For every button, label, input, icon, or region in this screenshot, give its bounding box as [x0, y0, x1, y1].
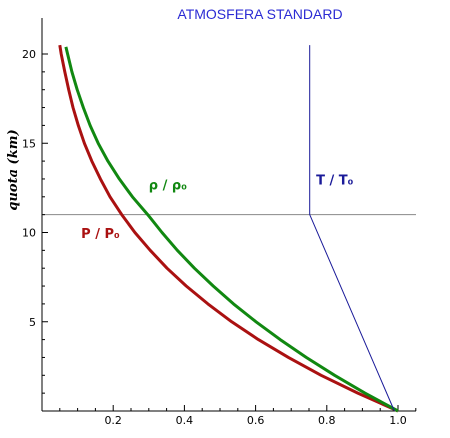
chart-title: ATMOSFERA STANDARD [177, 6, 342, 22]
curve-labels: P / P₀ ρ / ρ₀ T / T₀ [81, 173, 353, 242]
series-line-pressure [58, 44, 399, 413]
label-pressure: P / P₀ [81, 227, 120, 242]
axes [41, 18, 416, 412]
y-tick-label: 20 [22, 48, 36, 61]
series-group [58, 44, 399, 413]
y-tick-label: 15 [22, 137, 36, 150]
x-tick-label: 0.4 [176, 414, 194, 427]
x-tick-label: 0.6 [247, 414, 265, 427]
label-density: ρ / ρ₀ [149, 179, 187, 194]
y-tick-label: 5 [29, 316, 36, 329]
label-temperature: T / T₀ [316, 173, 354, 188]
series-line-density [64, 46, 399, 413]
x-tick-label: 0.2 [104, 414, 122, 427]
x-tick-label: 0.8 [318, 414, 336, 427]
ticks: 5 10 15 20 0.2 0.4 0.6 0.8 1.0 [22, 48, 417, 427]
y-tick-label: 10 [22, 227, 36, 240]
series-line-temperature [309, 45, 395, 412]
x-tick-label: 1.0 [389, 414, 407, 427]
y-axis-label: quota (km) [6, 129, 21, 210]
